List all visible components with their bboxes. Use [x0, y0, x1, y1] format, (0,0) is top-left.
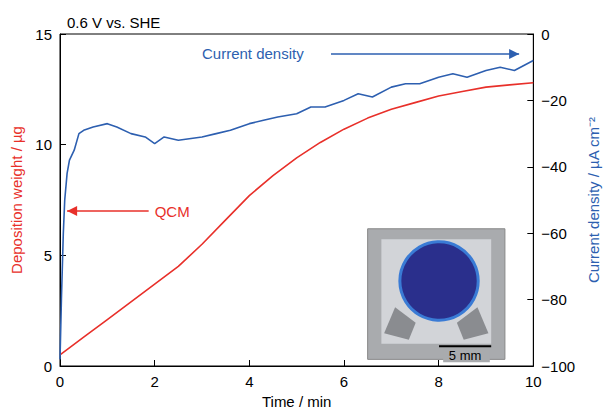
svg-text:Time / min: Time / min — [262, 393, 331, 410]
svg-text:−80: −80 — [541, 291, 566, 308]
svg-text:4: 4 — [245, 373, 253, 390]
svg-text:0: 0 — [541, 26, 549, 43]
svg-text:5 mm: 5 mm — [449, 348, 482, 363]
svg-text:8: 8 — [434, 373, 442, 390]
svg-text:10: 10 — [525, 373, 542, 390]
svg-text:QCM: QCM — [155, 203, 190, 220]
svg-text:10: 10 — [35, 136, 52, 153]
svg-text:15: 15 — [35, 26, 52, 43]
svg-text:Deposition weight / µg: Deposition weight / µg — [8, 126, 25, 274]
svg-text:Current density: Current density — [202, 45, 304, 62]
svg-text:−20: −20 — [541, 92, 566, 109]
svg-text:6: 6 — [340, 373, 348, 390]
svg-text:−60: −60 — [541, 225, 566, 242]
svg-text:5: 5 — [44, 247, 52, 264]
svg-text:Current density / µA cm⁻²: Current density / µA cm⁻² — [585, 117, 602, 283]
svg-text:−40: −40 — [541, 158, 566, 175]
svg-text:−100: −100 — [541, 358, 575, 375]
svg-text:0: 0 — [44, 358, 52, 375]
svg-text:2: 2 — [150, 373, 158, 390]
svg-text:0.6 V vs. SHE: 0.6 V vs. SHE — [67, 14, 160, 31]
svg-text:0: 0 — [56, 373, 64, 390]
